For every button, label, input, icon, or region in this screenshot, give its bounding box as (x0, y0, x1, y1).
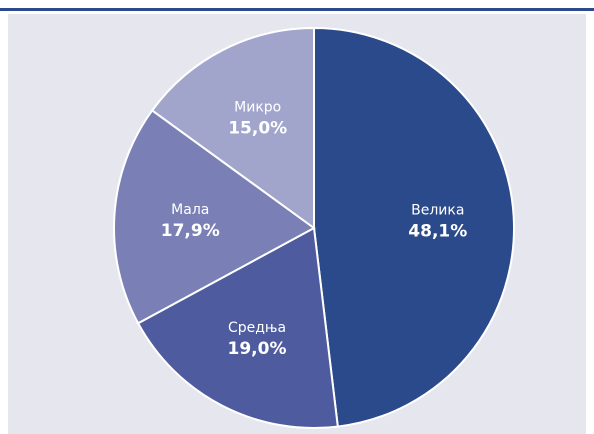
slice-value-label: 15,0% (228, 119, 287, 139)
pie-slice (150, 26, 315, 230)
slice-name: Велика (411, 203, 464, 219)
slice-value-label: 48,1% (408, 222, 467, 242)
pie-slice (313, 26, 516, 428)
pie-slice (113, 109, 316, 325)
slice-value-label: 19,0% (228, 339, 287, 359)
pie-slice (136, 226, 339, 429)
slice-name: Микро (234, 100, 281, 116)
slice-value-label: 17,9% (161, 221, 220, 241)
header-rule (0, 8, 594, 11)
slice-name: Мала (171, 202, 209, 218)
slice-name: Средња (228, 320, 286, 336)
